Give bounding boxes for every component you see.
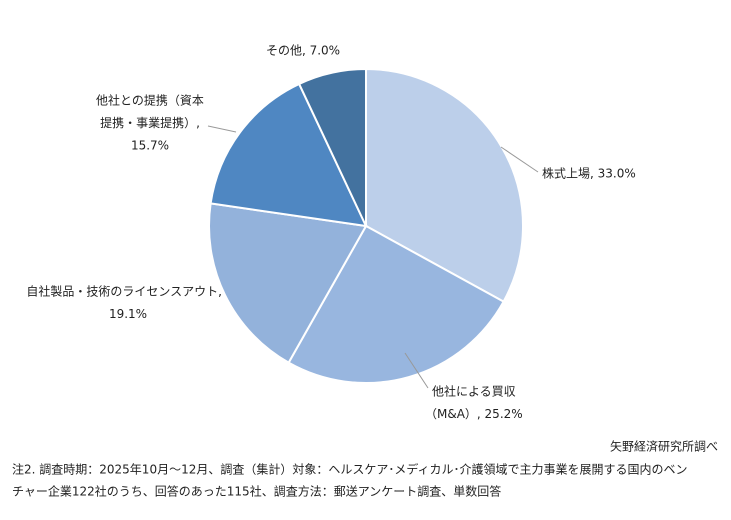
source: 矢野経済研究所調べ	[610, 439, 718, 454]
leader-line	[500, 146, 539, 173]
leader-line	[207, 125, 237, 133]
data-label: 他社による買収	[432, 384, 516, 399]
data-label: 提携・事業提携）,	[100, 115, 200, 130]
data-label: 株式上場, 33.0%	[542, 166, 636, 181]
pie-slice	[209, 82, 368, 228]
pie-slice	[208, 202, 368, 364]
leader-line	[404, 352, 429, 389]
data-label: （M&A）, 25.2%	[425, 407, 523, 421]
note: 注2. 調査時期：2025年10月～12月、調査（集計）対象：ヘルスケア･メディ…	[12, 462, 688, 477]
data-label: 15.7%	[131, 139, 169, 153]
pie-slice	[365, 67, 524, 303]
pie-slice	[297, 67, 367, 227]
data-label: 他社との提携（資本	[96, 93, 204, 108]
data-label: 自社製品・技術のライセンスアウト,	[26, 284, 222, 299]
note: チャー企業122社のうち、回答のあった115社、調査方法：郵送アンケート調査、単…	[12, 484, 501, 499]
data-label: 19.1%	[109, 307, 147, 321]
pie-slice	[287, 224, 505, 384]
data-label: その他, 7.0%	[266, 44, 340, 58]
